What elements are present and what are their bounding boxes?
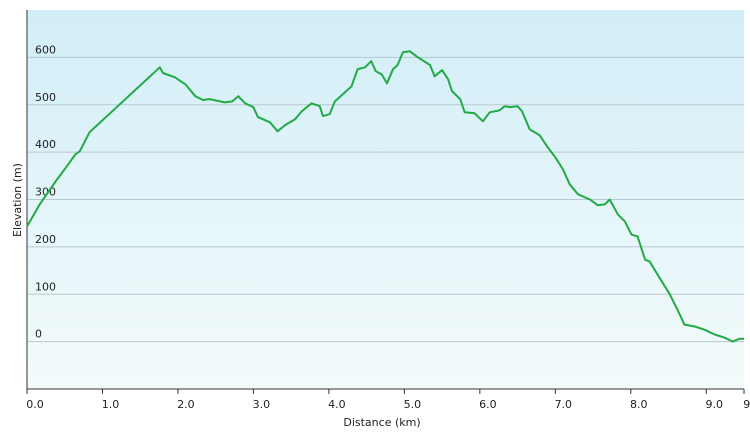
x-tick-label: 4.0 bbox=[328, 398, 346, 411]
y-tick-label: 500 bbox=[35, 91, 56, 104]
y-tick-label: 0 bbox=[35, 328, 42, 341]
x-tick-label: 9.5 bbox=[743, 398, 750, 411]
y-tick-label: 200 bbox=[35, 233, 56, 246]
y-tick-label: 600 bbox=[35, 43, 56, 56]
x-tick-label: 3.0 bbox=[253, 398, 271, 411]
x-tick-label: 6.0 bbox=[479, 398, 497, 411]
x-tick-label: 9.0 bbox=[706, 398, 724, 411]
x-axis-title: Distance (km) bbox=[343, 416, 420, 429]
elevation-line bbox=[26, 50, 744, 343]
y-tick-label: 400 bbox=[35, 138, 56, 151]
x-tick-label: 0.0 bbox=[26, 398, 44, 411]
x-tick-label: 8.0 bbox=[630, 398, 648, 411]
x-tick-label: 2.0 bbox=[177, 398, 195, 411]
x-tick-label: 1.0 bbox=[102, 398, 120, 411]
x-tick-label: 7.0 bbox=[555, 398, 573, 411]
x-tick-label: 5.0 bbox=[404, 398, 422, 411]
y-axis-title: Elevation (m) bbox=[11, 163, 24, 237]
y-tick-label: 100 bbox=[35, 280, 56, 293]
